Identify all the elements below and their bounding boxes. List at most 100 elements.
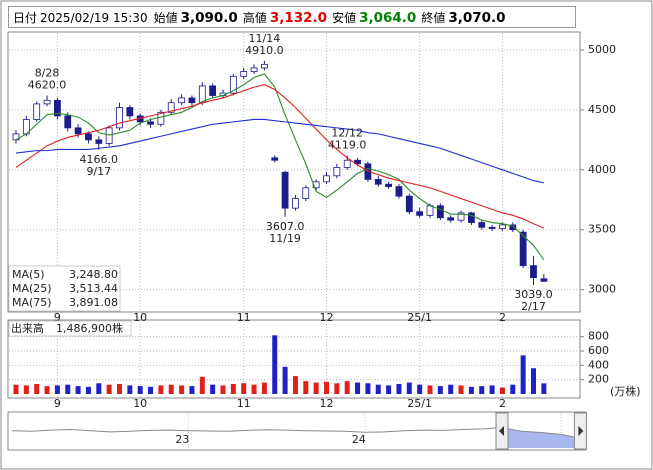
volume-bar [375,384,381,394]
candle-body [74,127,82,135]
nav-line [11,427,581,439]
y-unit: (万株) [610,384,641,398]
y-tick-label: 4000 [588,163,616,176]
candle-body [478,222,486,228]
field-label: 始値 [153,11,178,25]
y-tick-label: 200 [588,373,609,386]
nav-label: 24 [352,433,366,446]
volume-bar [44,386,50,394]
volume-bar [168,384,174,394]
x-tick-label: 9 [54,397,61,410]
volume-bar [65,384,71,394]
field-label: 安値 [332,11,357,25]
legend-name: MA(75) [12,296,52,309]
candle-body [271,157,279,161]
field-label: 高値 [242,11,267,25]
volume-bar [334,383,340,394]
candle-body [323,175,330,183]
candle-body [457,212,465,221]
annotation-date: 11/14 [249,32,281,45]
candle-body [385,183,393,187]
annotation-value: 4166.0 [80,153,119,166]
candle-body [333,167,341,177]
candle-body [467,212,475,223]
candle-body [292,198,299,209]
volume-bar [85,386,91,394]
y-tick-label: 4500 [588,103,616,116]
navigator-frame [7,411,587,451]
annotation-value: 4620.0 [28,79,67,92]
date-value: 2025/02/19 15:30 [40,11,148,25]
x-tick-label: 9 [54,311,61,324]
x-tick-label: 10 [133,311,147,324]
candle-body [302,187,310,199]
annotation-value: 3039.0 [514,288,553,301]
volume-bar [96,383,102,394]
legend-name: MA(5) [12,268,45,281]
annotation-date: 11/19 [269,232,301,245]
volume-bar [127,385,133,394]
candle-body [426,205,434,216]
field-value: 3,090.0 [180,10,238,26]
volume-bar [158,385,164,394]
candle-body [499,224,506,229]
x-tick-label: 25/1 [407,311,432,324]
volume-bar [251,384,257,394]
volume-bar [541,383,547,394]
candle-body [343,159,351,168]
annotation-value: 4910.0 [245,44,284,57]
candle-body [54,99,61,117]
nav-handle-arrow [499,426,504,436]
legend-value: 3,248.80 [69,268,118,281]
volume-bar [468,386,474,394]
ma-line [15,84,545,229]
field-value: 3,132.0 [269,10,328,26]
volume-bar [34,383,40,394]
y-tick-label: 800 [588,330,609,343]
candle-body [209,85,217,96]
x-tick-label: 2 [499,311,506,324]
candle-body [250,67,258,72]
candle-body [33,103,41,120]
candle-body [229,75,237,94]
annotation-date: 2/17 [521,300,546,313]
field-label: 終値 [421,11,446,25]
x-tick-label: 12 [320,311,334,324]
volume-bar [324,381,329,394]
volume-bar [106,384,112,394]
volume-bar [427,385,433,394]
volume-bar [179,385,185,394]
x-tick-label: 25/1 [407,397,432,410]
y-tick-label: 400 [588,358,609,371]
volume-bar [499,387,505,394]
nav-selection-area [502,427,581,448]
volume-bar [365,383,371,394]
volume-value: 1,486,900株 [56,321,123,335]
volume-bar [282,366,288,394]
annotation-date: 12/12 [331,127,363,140]
field-value: 3,064.0 [359,10,417,26]
volume-bar [241,383,247,394]
header: 日付 2025/02/19 15:30 始値 3,090.0 高値 3,132.0 安値 3,… [8,6,576,28]
candle-body [105,127,113,144]
volume-bar [344,381,350,394]
candle-body [374,178,382,185]
candle-body [540,278,548,282]
y-tick-label: 3500 [588,223,616,236]
candle-body [240,71,248,77]
volume-bar [292,376,298,394]
candle-body [519,231,527,267]
y-tick-label: 3000 [588,283,616,296]
candle-body [509,224,517,231]
volume-bar [303,381,309,394]
candle-body [95,139,103,144]
candle-body [488,226,496,229]
volume-bar [520,355,526,394]
legend-value: 3,513.44 [69,282,118,295]
candle-body [198,85,206,104]
volume-bar [448,384,454,394]
candle-body [12,133,20,141]
x-tick-label: 11 [237,397,251,410]
volume-bar [199,376,205,394]
volume-bar [313,382,319,394]
